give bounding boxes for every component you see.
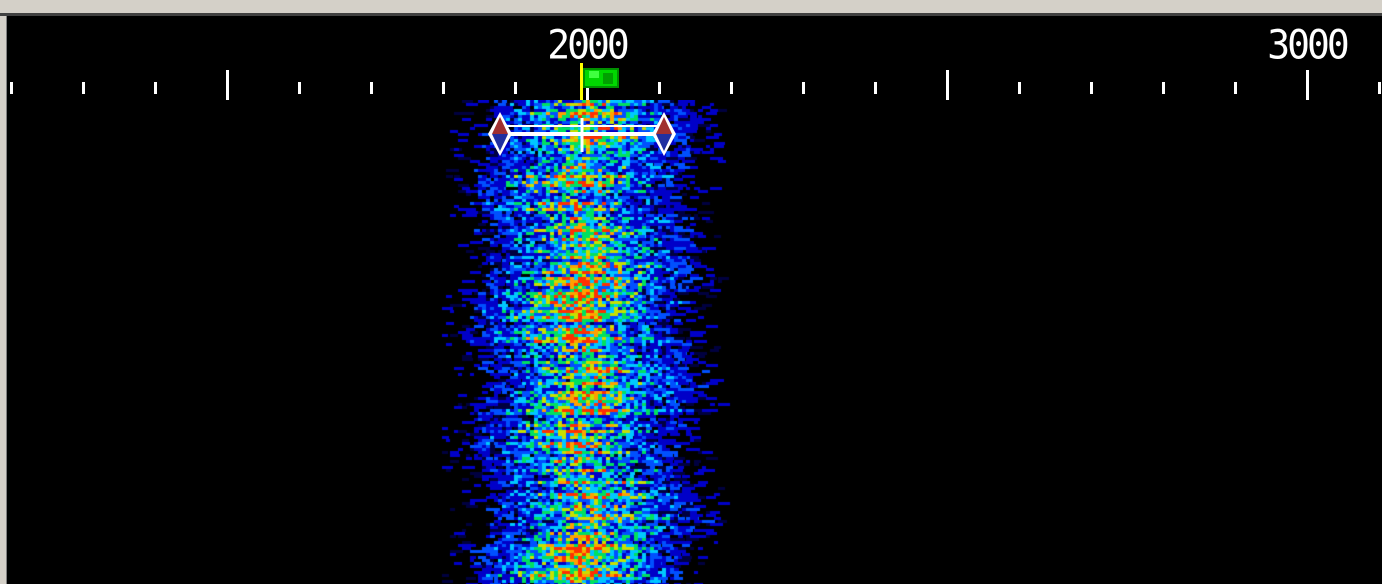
scale-tick bbox=[10, 82, 13, 94]
scale-tick bbox=[154, 82, 157, 94]
scale-tick bbox=[874, 82, 877, 94]
waterfall-spectrogram[interactable] bbox=[7, 100, 1382, 584]
scale-tick bbox=[1306, 70, 1309, 100]
frequency-scale[interactable]: 2000 3000 bbox=[7, 16, 1382, 102]
scale-tick bbox=[442, 82, 445, 94]
window-top-frame bbox=[0, 0, 1382, 16]
scale-tick bbox=[802, 82, 805, 94]
scale-tick bbox=[82, 82, 85, 94]
bandwidth-selector[interactable] bbox=[482, 108, 682, 160]
scale-tick bbox=[1234, 82, 1237, 94]
scale-label-2000: 2000 bbox=[547, 21, 629, 69]
tx-frequency-cursor[interactable] bbox=[580, 63, 583, 100]
scale-tick bbox=[1090, 82, 1093, 94]
scale-tick bbox=[1162, 82, 1165, 94]
left-diamond-marker-icon[interactable] bbox=[488, 112, 512, 156]
scale-tick bbox=[370, 82, 373, 94]
scale-tick bbox=[1378, 82, 1381, 94]
green-flag-icon[interactable] bbox=[583, 68, 619, 88]
scale-tick bbox=[730, 82, 733, 94]
scale-tick bbox=[298, 82, 301, 94]
scale-tick bbox=[946, 70, 949, 100]
waterfall-display[interactable]: 2000 3000 bbox=[7, 16, 1382, 584]
right-diamond-marker-icon[interactable] bbox=[652, 112, 676, 156]
scale-tick bbox=[1018, 82, 1021, 94]
window-left-frame bbox=[0, 16, 7, 584]
scale-tick bbox=[514, 82, 517, 94]
scale-tick bbox=[226, 70, 229, 100]
scale-tick bbox=[658, 82, 661, 94]
scale-label-3000: 3000 bbox=[1267, 21, 1349, 69]
